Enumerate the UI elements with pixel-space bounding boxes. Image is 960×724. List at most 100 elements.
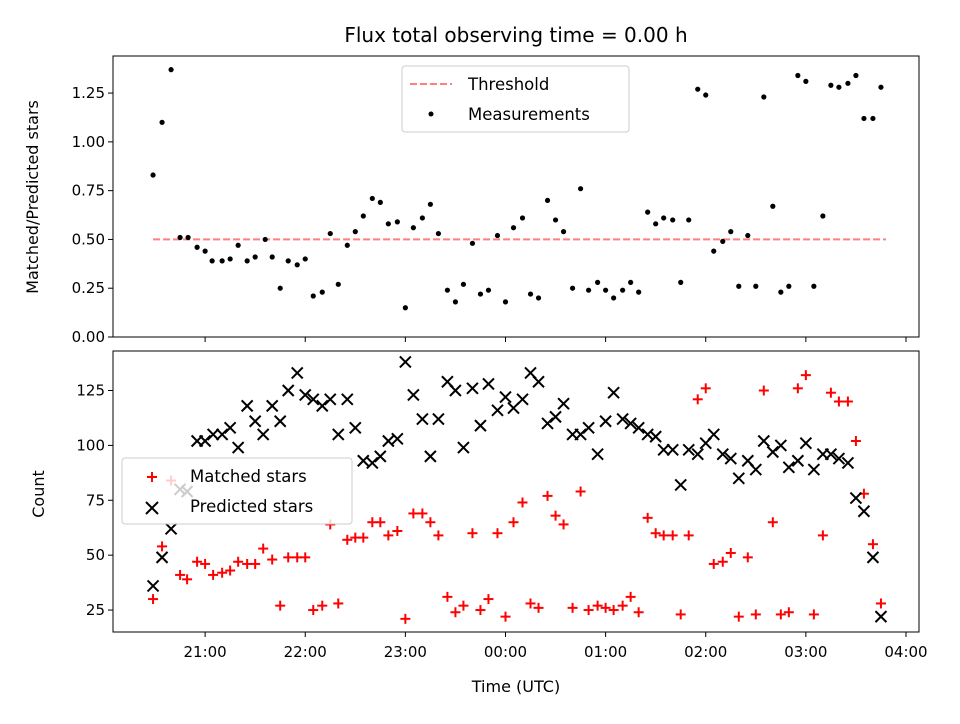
measurements-point <box>728 229 734 235</box>
legend-matched-swatch <box>147 472 157 482</box>
matched-stars-point <box>250 558 261 569</box>
predicted-stars-point <box>457 441 470 454</box>
matched-stars-point <box>600 602 611 613</box>
predicted-stars-point <box>649 430 662 443</box>
matched-stars-point <box>533 602 544 613</box>
measurements-point <box>560 229 567 235</box>
predicted-stars-point <box>282 384 295 397</box>
matched-stars-point <box>550 510 561 521</box>
measurements-point <box>302 256 308 262</box>
measurements-point <box>519 215 526 221</box>
predicted-stars-point <box>557 397 570 410</box>
predicted-stars-point <box>807 463 821 476</box>
legend-predicted-swatch <box>145 501 159 515</box>
matched-stars-point <box>608 605 619 616</box>
x-tick-label: 21:00 <box>183 643 226 661</box>
measurements-point <box>661 215 667 221</box>
x-tick-label: 23:00 <box>384 643 427 661</box>
legend-measurements-swatch <box>428 111 434 117</box>
bottom-y-tick-label: 75 <box>86 491 105 509</box>
matched-stars-point <box>675 609 686 620</box>
predicted-stars-point <box>541 417 554 430</box>
measurements-point <box>377 199 383 205</box>
matched-stars-point <box>342 534 353 545</box>
matched-stars-point <box>442 591 453 602</box>
top-legend: Threshold Measurements <box>401 65 630 133</box>
measurements-point <box>235 242 241 248</box>
matched-stars-point <box>592 600 603 611</box>
measurements-point <box>344 242 350 248</box>
matched-stars-point <box>750 609 761 620</box>
measurements-point <box>711 248 717 254</box>
predicted-stars-point <box>466 382 479 395</box>
predicted-stars-point <box>399 355 412 369</box>
predicted-stars-point <box>491 404 504 417</box>
predicted-stars-point <box>624 417 637 430</box>
matched-stars-point <box>833 396 844 407</box>
predicted-stars-point <box>474 419 487 432</box>
measurements-point <box>219 258 225 264</box>
matched-stars-point <box>182 574 193 585</box>
matched-stars-point <box>425 517 436 528</box>
matched-stars-point <box>867 539 878 550</box>
measurements-point <box>535 295 542 301</box>
matched-stars-point <box>508 517 519 528</box>
matched-stars-point <box>725 547 736 558</box>
matched-stars-point <box>267 554 278 565</box>
measurements-point <box>244 258 250 264</box>
top-axes-frame <box>112 55 920 338</box>
matched-stars-point <box>567 602 578 613</box>
matched-stars-point <box>192 556 203 567</box>
predicted-stars-point <box>599 415 612 428</box>
predicted-stars-point <box>516 393 529 406</box>
matched-stars-point <box>792 383 803 394</box>
measurements-point <box>227 256 233 262</box>
predicted-stars-point <box>841 456 855 470</box>
predicted-stars-point <box>374 450 387 463</box>
matched-stars-point <box>558 519 569 530</box>
measurements-point <box>444 287 451 293</box>
predicted-stars-point <box>716 447 729 461</box>
predicted-stars-point <box>591 447 604 461</box>
measurements-point <box>753 283 759 289</box>
top-y-tick-label: 1.00 <box>72 133 105 151</box>
matched-stars-point <box>400 613 411 624</box>
predicted-stars-point <box>774 439 788 452</box>
matched-stars-point <box>148 594 159 605</box>
measurements-point <box>402 305 408 311</box>
matched-stars-point <box>317 600 328 611</box>
measurements-point <box>185 234 191 241</box>
matched-stars-point <box>875 598 886 609</box>
measurements-point <box>319 289 325 295</box>
predicted-stars-point <box>146 579 160 593</box>
predicted-stars-point <box>724 452 737 465</box>
measurements-point <box>410 225 416 231</box>
matched-stars-point <box>450 607 461 618</box>
predicted-stars-point <box>324 393 337 406</box>
measurements-point <box>828 82 834 88</box>
predicted-stars-point <box>582 421 595 435</box>
measurements-point <box>678 279 684 285</box>
measurements-point <box>695 86 701 92</box>
measurements-point <box>452 299 459 305</box>
x-axis-label: Time (UTC) <box>471 677 560 696</box>
measurements-point <box>836 84 842 90</box>
matched-stars-point <box>283 552 294 563</box>
measurements-point <box>385 221 391 227</box>
predicted-stars-point <box>349 421 362 435</box>
predicted-stars-point <box>749 463 763 476</box>
measurements-point <box>168 67 174 73</box>
matched-stars-point <box>800 370 811 381</box>
measurements-point <box>761 94 767 100</box>
matched-stars-point <box>500 611 511 622</box>
matched-stars-point <box>692 394 703 405</box>
predicted-stars-point <box>416 412 429 426</box>
predicted-stars-point <box>857 505 871 518</box>
predicted-stars-point <box>799 436 813 450</box>
measurements-point <box>494 232 501 239</box>
matched-stars-point <box>575 486 586 497</box>
matched-stars-point <box>667 530 678 541</box>
bottom-axes-frame <box>112 350 920 633</box>
measurements-point <box>636 289 642 295</box>
matched-stars-point <box>333 598 344 609</box>
